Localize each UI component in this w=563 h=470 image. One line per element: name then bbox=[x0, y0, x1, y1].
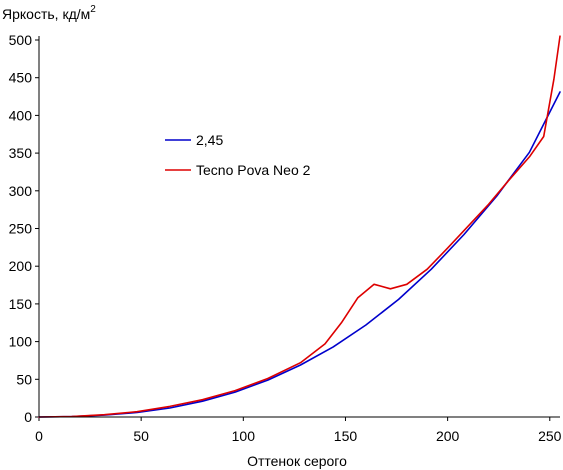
series-line-2 bbox=[38, 35, 561, 418]
y-tick-label: 300 bbox=[9, 183, 33, 199]
y-tick-label: 400 bbox=[9, 107, 33, 123]
series-line-1 bbox=[38, 91, 561, 418]
y-tick-label: 250 bbox=[9, 221, 33, 237]
legend-label-2: Tecno Pova Neo 2 bbox=[196, 162, 311, 178]
y-tick-label: 0 bbox=[24, 409, 32, 425]
y-tick-label: 450 bbox=[9, 70, 33, 86]
y-tick-label: 350 bbox=[9, 145, 33, 161]
series-layer bbox=[38, 35, 561, 418]
y-tick-label: 50 bbox=[16, 371, 32, 387]
x-axis-ticks: 0 50 100 150 200 250 bbox=[35, 417, 562, 444]
y-tick-label: 200 bbox=[9, 258, 33, 274]
x-tick-label: 150 bbox=[334, 428, 358, 444]
x-tick-label: 250 bbox=[538, 428, 562, 444]
y-axis-title: Яркость, кд/м2 bbox=[2, 4, 96, 22]
x-tick-label: 200 bbox=[436, 428, 460, 444]
x-tick-label: 100 bbox=[232, 428, 256, 444]
y-tick-label: 150 bbox=[9, 296, 33, 312]
y-axis-ticks: 0 50 100 150 200 250 300 350 400 450 500 bbox=[9, 32, 39, 425]
y-tick-label: 100 bbox=[9, 334, 33, 350]
legend: 2,45 Tecno Pova Neo 2 bbox=[165, 132, 311, 178]
x-axis-title: Оттенок серого bbox=[247, 453, 347, 469]
x-tick-label: 50 bbox=[133, 428, 149, 444]
legend-label-1: 2,45 bbox=[196, 132, 223, 148]
y-tick-label: 500 bbox=[9, 32, 33, 48]
x-tick-label: 0 bbox=[35, 428, 43, 444]
